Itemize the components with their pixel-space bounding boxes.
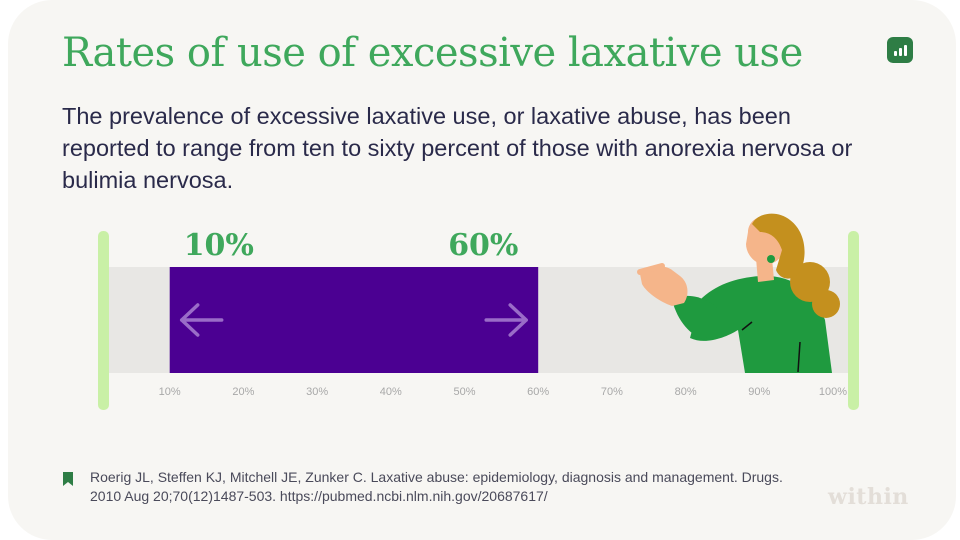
- tick-label: 50%: [453, 386, 475, 398]
- arrow-right-icon: [484, 303, 528, 337]
- tick-label: 70%: [601, 386, 623, 398]
- tick-label: 40%: [380, 386, 402, 398]
- chart-end-cap-left: [98, 231, 109, 410]
- tick-label: 10%: [159, 386, 181, 398]
- woman-pointing-illustration: [637, 213, 840, 373]
- range-start-label: 10%: [184, 228, 254, 263]
- brand-logo: within: [828, 484, 909, 510]
- tick-label: 60%: [527, 386, 549, 398]
- tick-label: 90%: [748, 386, 770, 398]
- source-citation: Roerig JL, Steffen KJ, Mitchell JE, Zunk…: [90, 469, 783, 504]
- tick-label: 20%: [232, 386, 254, 398]
- chart-end-cap-right: [848, 231, 859, 410]
- page-title: Rates of use of excessive laxative use: [62, 30, 803, 76]
- range-end-label: 60%: [448, 228, 518, 263]
- range-bar: [169, 267, 539, 373]
- tick-label: 30%: [306, 386, 328, 398]
- arrow-left-icon: [179, 303, 224, 337]
- bar-chart-icon: [887, 37, 913, 63]
- tick-label: 80%: [675, 386, 697, 398]
- tick-label: 100%: [819, 386, 847, 398]
- bookmark-icon: [63, 472, 73, 486]
- page-subtitle: The prevalence of excessive laxative use…: [62, 103, 853, 193]
